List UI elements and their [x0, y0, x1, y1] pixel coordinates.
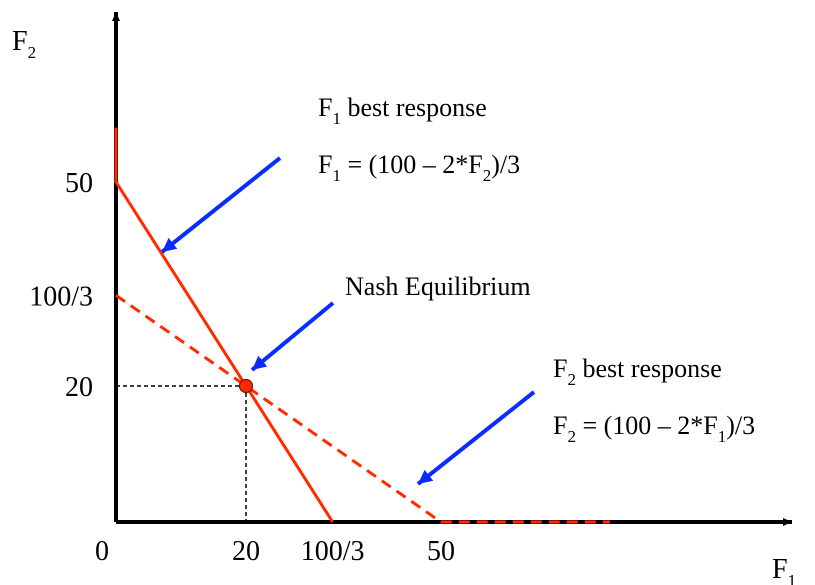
- f2-best-response-arrow: [416, 390, 536, 486]
- x-axis-label: F1: [772, 554, 796, 585]
- x-tick-label: 50: [427, 536, 455, 567]
- x-tick-label: 20: [232, 536, 260, 567]
- nash-equilibrium-arrow: [250, 301, 335, 372]
- y-tick-label: 50: [65, 168, 93, 199]
- x-tick-label: 100/3: [301, 536, 365, 567]
- nash-equilibrium-point: [238, 378, 254, 394]
- f2-best-response-title: F2 best response: [553, 354, 722, 389]
- nash-equilibrium-label: Nash Equilibrium: [345, 272, 531, 301]
- f1-best-response-line: [114, 127, 334, 523]
- y-axis-label: F2: [12, 26, 36, 62]
- f1-best-response-title: F1 best response: [318, 93, 487, 128]
- x-tick-label: 0: [95, 536, 109, 567]
- f2-best-response-line: [115, 294, 610, 524]
- y-tick-label: 20: [65, 372, 93, 403]
- f2-best-response-equation: F2 = (100 – 2*F1)/3: [553, 411, 755, 446]
- f1-best-response-arrow: [160, 156, 282, 254]
- y-tick-label: 100/3: [29, 281, 93, 312]
- f1-best-response-equation: F1 = (100 – 2*F2)/3: [318, 150, 520, 185]
